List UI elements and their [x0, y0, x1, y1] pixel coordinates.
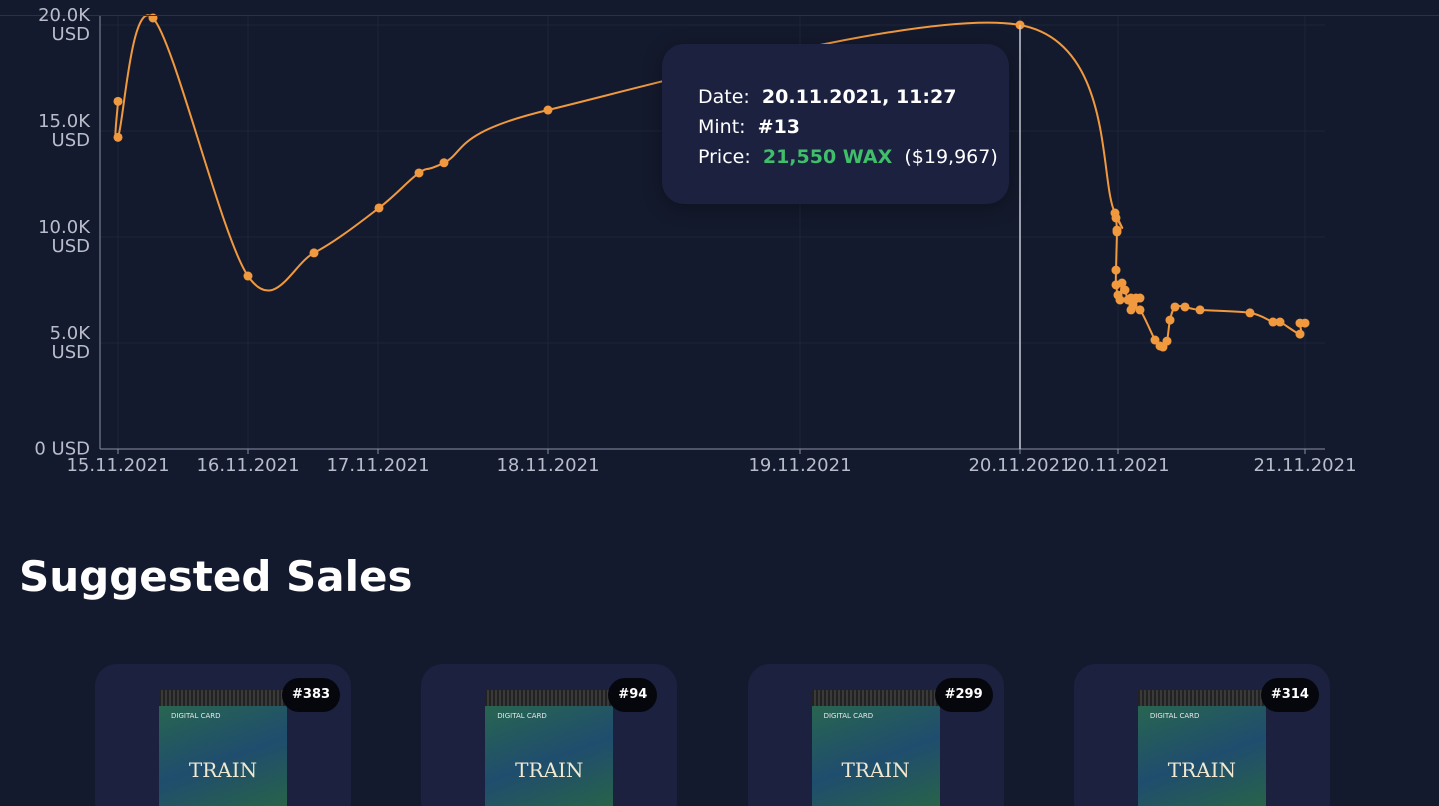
sale-point — [1165, 315, 1175, 325]
sale-card[interactable]: DIGITAL CARD TRAIN #314 — [1073, 664, 1330, 806]
sale-point — [1120, 285, 1130, 295]
pack-top — [1137, 690, 1266, 706]
y-tick-label: 5.0K USD — [49, 323, 90, 363]
mint-badge: #94 — [608, 678, 658, 712]
pack-top — [485, 690, 614, 706]
y-tick-label: 20.0K USD — [38, 5, 90, 45]
mint-badge: #299 — [934, 678, 993, 712]
sale-point — [1135, 305, 1145, 315]
mint-badge: #383 — [282, 678, 341, 712]
value: 21,550 WAX — [762, 146, 893, 168]
y-tick-label: 15.0K USD — [38, 111, 90, 151]
sale-point — [1126, 305, 1136, 315]
sale-card[interactable]: DIGITAL CARD TRAIN #383 — [95, 664, 351, 806]
card-image: DIGITAL CARD TRAIN — [1137, 690, 1266, 806]
sale-card[interactable]: DIGITAL CARD TRAIN #94 — [421, 664, 678, 806]
sale-point — [439, 158, 449, 168]
sale-point — [309, 248, 319, 258]
sale-point — [1295, 329, 1305, 339]
sale-point — [414, 168, 424, 178]
sale-point — [543, 105, 553, 115]
sale-point — [1170, 302, 1180, 312]
sale-point — [1111, 265, 1121, 275]
card-image: DIGITAL CARD TRAIN — [159, 690, 287, 806]
x-tick-label: 20.11.2021 — [1066, 455, 1169, 476]
pack-top — [159, 690, 287, 706]
card-image: DIGITAL CARD TRAIN — [485, 690, 614, 806]
card-art: TRAIN — [515, 758, 584, 782]
sale-point — [1135, 293, 1145, 303]
sale-point — [1245, 308, 1255, 318]
sale-card[interactable]: DIGITAL CARD TRAIN #299 — [747, 664, 1004, 806]
card-art: TRAIN — [1167, 758, 1237, 782]
label: Price: — [698, 146, 751, 168]
sale-point — [1150, 335, 1160, 345]
x-tick-label: 19.11.2021 — [748, 455, 851, 476]
sale-point — [243, 271, 253, 281]
x-tick-label: 17.11.2021 — [326, 455, 429, 476]
x-tick-label: 21.11.2021 — [1253, 455, 1356, 476]
tooltip: Date: 20.11.2021, 11:27 Mint: #13 Price:… — [662, 44, 1009, 204]
pack-top — [811, 690, 940, 706]
x-tick-label: 15.11.2021 — [66, 455, 169, 476]
mint-badge: #314 — [1260, 678, 1319, 712]
sale-point — [374, 203, 384, 213]
sale-point — [1162, 336, 1172, 346]
sale-point — [1180, 302, 1190, 312]
sale-point — [1117, 278, 1127, 288]
label: Mint: — [698, 116, 746, 138]
section-title: Suggested Sales — [19, 552, 413, 601]
value: ($19,967) — [904, 146, 998, 168]
x-tick-label: 18.11.2021 — [496, 455, 599, 476]
x-tick-label: 16.11.2021 — [196, 455, 299, 476]
tooltip-mint: Mint: #13 — [698, 112, 1009, 142]
value: 20.11.2021, 11:27 — [761, 86, 957, 108]
tooltip-price: Price: 21,550 WAX ($19,967) — [698, 142, 1009, 172]
sale-point — [113, 132, 123, 142]
value: #13 — [757, 116, 801, 138]
card-label: DIGITAL CARD — [823, 712, 874, 720]
card-label: DIGITAL CARD — [497, 712, 547, 720]
card-image: DIGITAL CARD TRAIN — [811, 690, 940, 806]
label: Date: — [698, 86, 750, 108]
card-label: DIGITAL CARD — [1149, 712, 1200, 720]
sale-point — [1195, 305, 1205, 315]
price-chart: 15.11.2021 16.11.2021 17.11.2021 18.11.2021… — [0, 13, 1439, 476]
sale-point — [148, 13, 158, 23]
sale-point — [1112, 227, 1122, 237]
sale-point — [1275, 317, 1285, 327]
tooltip-date: Date: 20.11.2021, 11:27 — [698, 82, 1009, 112]
sale-point — [1268, 317, 1278, 327]
y-tick-label: 10.0K USD — [38, 217, 90, 257]
sale-point — [1115, 295, 1125, 305]
sale-point — [1111, 213, 1121, 223]
card-art: TRAIN — [188, 758, 258, 782]
sale-point — [113, 96, 123, 106]
sale-point — [1300, 318, 1310, 328]
card-label: DIGITAL CARD — [171, 712, 221, 720]
x-tick-label: 20.11.2021 — [968, 455, 1071, 476]
y-tick-label: 0 USD — [34, 438, 90, 460]
card-art: TRAIN — [841, 758, 910, 782]
